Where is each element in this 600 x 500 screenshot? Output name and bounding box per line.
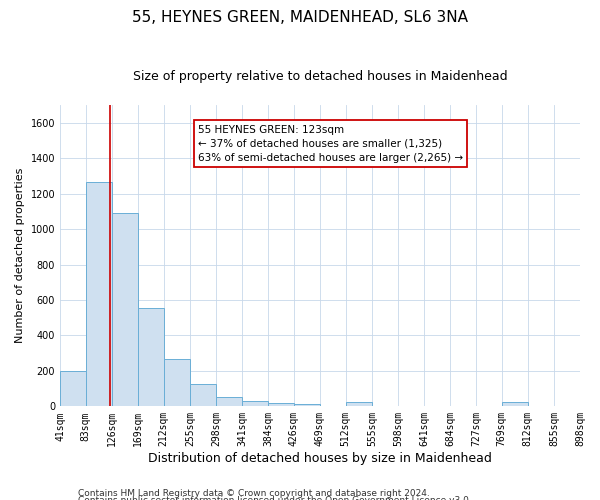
Text: 55, HEYNES GREEN, MAIDENHEAD, SL6 3NA: 55, HEYNES GREEN, MAIDENHEAD, SL6 3NA: [132, 10, 468, 25]
Bar: [190, 384, 216, 406]
Bar: [164, 360, 190, 406]
Bar: [86, 182, 112, 406]
Title: Size of property relative to detached houses in Maidenhead: Size of property relative to detached ho…: [133, 70, 508, 83]
Bar: [346, 402, 372, 406]
Bar: [216, 396, 242, 406]
Bar: [502, 402, 528, 406]
Bar: [60, 371, 86, 406]
Text: 55 HEYNES GREEN: 123sqm
← 37% of detached houses are smaller (1,325)
63% of semi: 55 HEYNES GREEN: 123sqm ← 37% of detache…: [198, 124, 463, 162]
Bar: [293, 404, 320, 406]
Bar: [268, 403, 293, 406]
Text: Contains HM Land Registry data © Crown copyright and database right 2024.: Contains HM Land Registry data © Crown c…: [78, 488, 430, 498]
Bar: [138, 308, 164, 406]
X-axis label: Distribution of detached houses by size in Maidenhead: Distribution of detached houses by size …: [148, 452, 492, 465]
Bar: [112, 213, 138, 406]
Bar: [242, 401, 268, 406]
Y-axis label: Number of detached properties: Number of detached properties: [15, 168, 25, 344]
Text: Contains public sector information licensed under the Open Government Licence v3: Contains public sector information licen…: [78, 496, 472, 500]
